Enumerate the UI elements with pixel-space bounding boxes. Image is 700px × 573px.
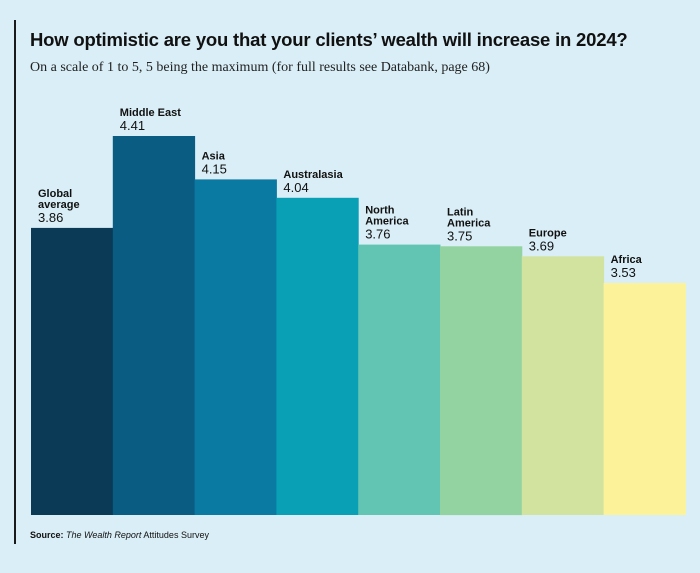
category-label-0-0: Global <box>38 188 72 200</box>
source-publication: The Wealth Report <box>66 530 142 540</box>
category-label-4-1: America <box>365 216 409 228</box>
bar-4 <box>358 244 441 515</box>
bar-7 <box>603 283 686 515</box>
source-survey: Attitudes Survey <box>143 530 209 540</box>
bar-1 <box>112 136 196 515</box>
category-label-4-0: North <box>365 205 395 217</box>
value-label-0: 3.86 <box>38 210 63 225</box>
value-label-2: 4.15 <box>202 161 227 176</box>
accent-rule <box>14 20 16 544</box>
source-label: Source: <box>30 530 64 540</box>
category-label-5-0: Latin <box>447 206 474 218</box>
category-label-5-1: America <box>447 217 491 229</box>
category-label-6-0: Europe <box>529 227 567 239</box>
bar-3 <box>276 197 359 516</box>
source-note: Source: The Wealth Report Attitudes Surv… <box>30 530 209 540</box>
category-label-3-0: Australasia <box>283 169 343 181</box>
value-label-4: 3.76 <box>365 227 390 242</box>
chart-title: How optimistic are you that your clients… <box>30 29 628 50</box>
category-label-0-1: average <box>38 199 80 211</box>
value-label-3: 4.04 <box>283 180 308 195</box>
bar-5 <box>440 246 523 516</box>
value-label-1: 4.41 <box>120 118 145 133</box>
category-label-1-0: Middle East <box>120 107 181 119</box>
value-label-7: 3.53 <box>611 265 636 280</box>
bar-0 <box>31 227 114 515</box>
value-label-6: 3.69 <box>529 238 554 253</box>
bar-6 <box>521 256 605 515</box>
category-label-2-0: Asia <box>202 150 226 162</box>
value-label-5: 3.75 <box>447 228 472 243</box>
category-label-7-0: Africa <box>611 254 643 266</box>
chart-subtitle: On a scale of 1 to 5, 5 being the maximu… <box>30 60 490 75</box>
bar-2 <box>194 179 277 515</box>
